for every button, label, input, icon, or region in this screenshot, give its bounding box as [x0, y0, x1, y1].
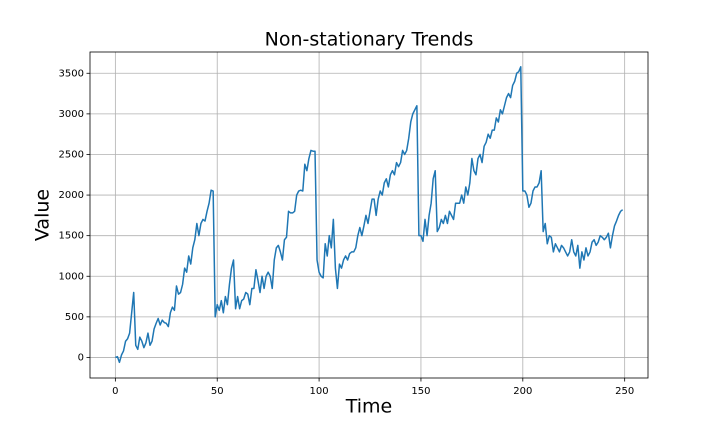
y-tick-label: 2000	[59, 190, 84, 201]
x-axis-label: Time	[345, 396, 393, 418]
y-tick-label: 1000	[59, 271, 84, 282]
x-tick-label: 250	[615, 386, 634, 397]
x-tick-label: 50	[211, 386, 224, 397]
x-tick-label: 150	[411, 386, 430, 397]
data-line	[115, 66, 624, 364]
chart-title: Non-stationary Trends	[265, 29, 474, 51]
x-tick-label: 0	[112, 386, 118, 397]
y-tick-label: 3000	[59, 109, 84, 120]
x-tick-label: 100	[310, 386, 329, 397]
plot-frame	[89, 51, 649, 379]
y-tick-label: 1500	[59, 231, 84, 242]
y-axis-label: Value	[32, 189, 54, 241]
y-tick-label: 2500	[59, 149, 84, 160]
x-tick-label: 200	[513, 386, 532, 397]
y-tick-label: 0	[78, 352, 84, 363]
y-tick-label: 500	[65, 312, 84, 323]
y-tick-label: 3500	[59, 68, 84, 79]
